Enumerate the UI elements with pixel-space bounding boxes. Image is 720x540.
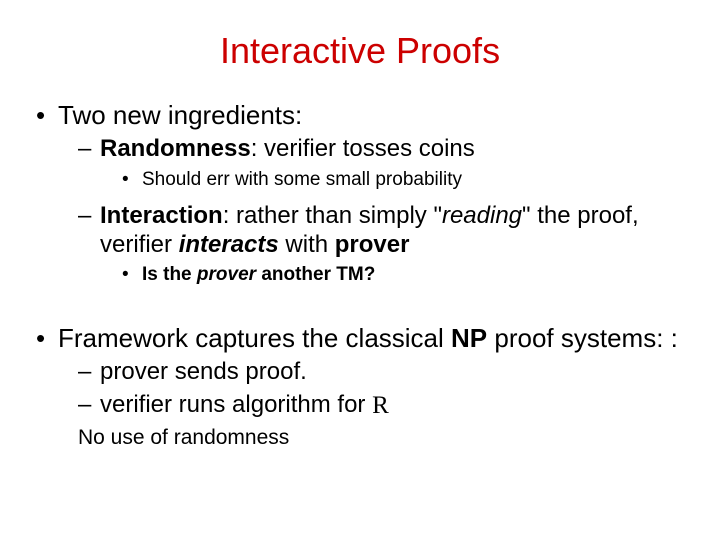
- text-no-randomness: No use of randomness: [30, 425, 690, 451]
- text: prover sends proof.: [100, 358, 307, 385]
- text-bold: Is the: [142, 264, 197, 285]
- text-R: R: [372, 392, 389, 419]
- bullet-randomness-sub: Should err with some small probability: [30, 168, 690, 192]
- text: Framework captures the classical: [58, 323, 451, 353]
- text: Two new ingredients:: [58, 100, 302, 130]
- bullet-prover-sends: prover sends proof.: [30, 358, 690, 387]
- text-bold: Interaction: [100, 202, 223, 229]
- text: verifier runs algorithm for: [100, 391, 372, 418]
- bullet-randomness: Randomness: verifier tosses coins: [30, 135, 690, 164]
- text: No use of randomness: [78, 426, 289, 449]
- text: : rather than simply ": [223, 202, 442, 229]
- spacer: [30, 297, 690, 317]
- text-italic: reading: [442, 202, 522, 229]
- text-bold-italic: interacts: [179, 231, 279, 258]
- text-bold: prover: [335, 231, 410, 258]
- text-bold-italic: prover: [197, 264, 261, 285]
- bullet-framework: Framework captures the classical NP proo…: [30, 323, 690, 354]
- text: with: [279, 231, 335, 258]
- text-bold: Randomness: [100, 135, 251, 162]
- bullet-interaction: Interaction: rather than simply "reading…: [30, 202, 690, 260]
- bullet-interaction-sub: Is the prover another TM?: [30, 263, 690, 287]
- text: proof systems: :: [487, 323, 678, 353]
- text: : verifier tosses coins: [251, 135, 475, 162]
- slide: Interactive Proofs Two new ingredients: …: [0, 0, 720, 540]
- text-bold: NP: [451, 323, 487, 353]
- bullet-ingredients: Two new ingredients:: [30, 100, 690, 131]
- text-bold: another TM?: [261, 264, 375, 285]
- text: Should err with some small probability: [142, 169, 462, 190]
- bullet-verifier-runs: verifier runs algorithm for R: [30, 391, 690, 421]
- slide-title: Interactive Proofs: [30, 30, 690, 72]
